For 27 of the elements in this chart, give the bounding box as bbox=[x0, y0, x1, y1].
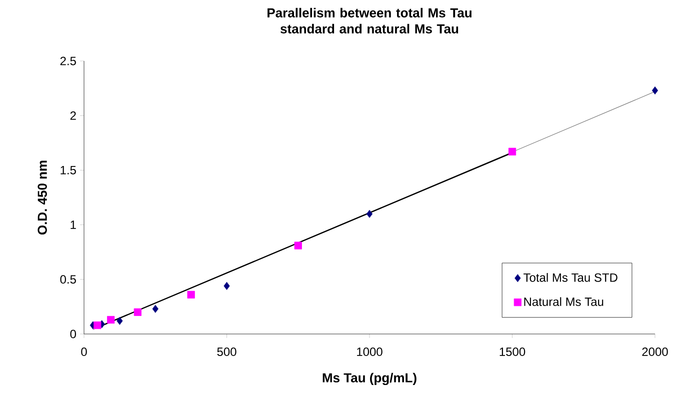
legend-label: Total Ms Tau STD bbox=[524, 273, 618, 282]
x-tick-label: 1500 bbox=[500, 348, 526, 356]
x-tick-label: 1000 bbox=[357, 348, 382, 356]
y-tick-label: 1 bbox=[70, 220, 76, 229]
point bbox=[152, 304, 158, 313]
y-axis-title: O.D. 450 nm bbox=[38, 160, 47, 235]
point bbox=[508, 148, 516, 156]
x-axis-title: Ms Tau (pg/mL) bbox=[322, 372, 416, 386]
point bbox=[107, 316, 115, 324]
x-tick-label: 500 bbox=[217, 348, 236, 356]
x-tick-label: 2000 bbox=[642, 348, 668, 356]
x-tick-label: 0 bbox=[81, 348, 87, 356]
y-tick-label: 1.5 bbox=[60, 166, 76, 174]
y-tick-label: 0 bbox=[70, 330, 76, 338]
point bbox=[652, 86, 658, 94]
point bbox=[224, 282, 230, 290]
point bbox=[134, 308, 142, 316]
legend-label: Natural Ms Tau bbox=[524, 297, 604, 306]
chart-title: Parallelism between total Ms Tau standard and natural Ms Tau bbox=[268, 8, 472, 34]
y-tick-label: 2 bbox=[70, 111, 76, 120]
point bbox=[116, 316, 123, 325]
point bbox=[294, 242, 302, 250]
point bbox=[94, 321, 102, 330]
point bbox=[366, 210, 373, 218]
y-tick-label: 2.5 bbox=[60, 56, 76, 66]
y-tick-label: 0.5 bbox=[60, 275, 76, 284]
point bbox=[187, 290, 195, 298]
